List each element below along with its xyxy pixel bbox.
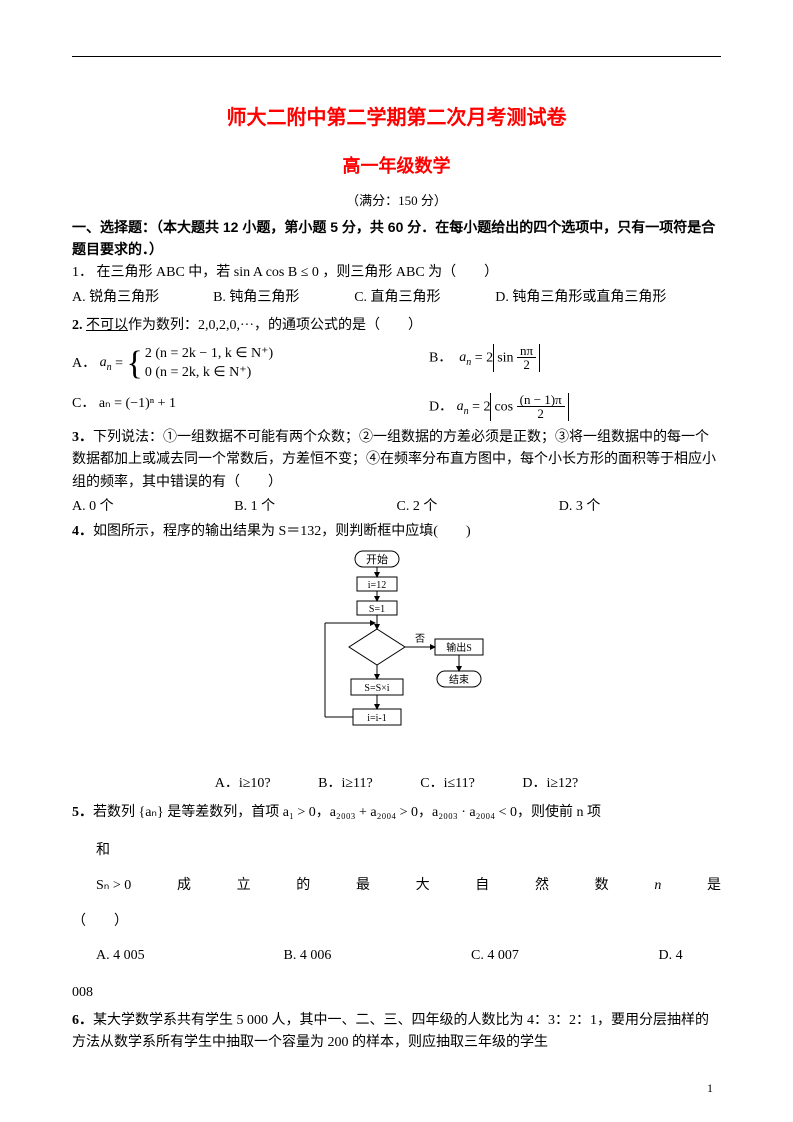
fc-init-i: i=12 [367,580,385,591]
q1-options: A. 锐角三角形 B. 钝角三角形 C. 直角三角形 D. 钝角三角形或直角三角… [72,287,721,309]
q2-opt-d: D． an = 2cos (n − 1)π2 [429,393,721,421]
q2d-func: cos [494,399,513,414]
q5-line4: （ ） [72,911,721,933]
q2-row1: A． an = { 2 (n = 2k − 1, k ∈ N⁺) 0 (n = … [72,344,721,383]
q5-r3-5: 大 [416,875,430,897]
q2a-p2: 0 (n = 2k, k ∈ N⁺) [145,365,251,380]
q2-opt-b: B． an = 2sin nπ2 [429,344,721,383]
q2-num: 2. [72,318,83,333]
q6-text: 某大学数学系共有学生 5 000 人，其中一、二、三、四年级的人数比为 4：3：… [72,1013,709,1050]
q1-num: 1． [72,265,93,280]
q2d-den: 2 [517,407,565,421]
q5-r3-1: 成 [177,875,191,897]
q5-r3-9: n [654,875,661,897]
section-1-heading: 一、选择题：（本大题共 12 小题，第小题 5 分，共 60 分．在每小题给出的… [72,216,721,261]
q5-r3-10: 是 [707,875,721,897]
top-rule [72,56,721,57]
q6-num: 6． [72,1013,93,1028]
q5-line3: Sₙ > 0 成 立 的 最 大 自 然 数 n 是 [72,875,721,897]
q2d-num: (n − 1)π [517,393,565,408]
q3-opt-d: D. 3 个 [559,496,721,518]
q4-options: A．i≥10? B．i≥11? C．i≤11? D．i≥12? [72,773,721,795]
fc-start: 开始 [366,552,388,566]
q2-opt-a: A． an = { 2 (n = 2k − 1, k ∈ N⁺) 0 (n = … [72,344,429,383]
q2a-p1: 2 (n = 2k − 1, k ∈ N⁺) [145,346,273,361]
q5-options: A. 4 005 B. 4 006 C. 4 007 D. 4 [72,945,721,967]
q1-formula: sin A cos B ≤ 0 [234,265,319,280]
q5-r3-3: 的 [296,875,310,897]
q4-num: 4． [72,524,93,539]
q5-r3-8: 数 [595,875,609,897]
q3: 3．下列说法：①一组数据不可能有两个众数；②一组数据的方差必须是正数；③将一组数… [72,427,721,494]
q1-opt-c: C. 直角三角形 [354,287,495,309]
q2-text: 作为数列：2,0,2,0,···，的通项公式的是（ ） [128,318,422,333]
q5-line1: 5．若数列 {aₙ} 是等差数列，首项 a₁ > 0，a₂₀₀₃ + a₂₀₀₄… [72,802,721,824]
fc-no: 否 [415,633,425,645]
q3-opt-a: A. 0 个 [72,496,234,518]
q2b-func: sin [497,350,513,365]
q3-num: 3． [72,430,93,445]
q3-text: 下列说法：①一组数据不可能有两个众数；②一组数据的方差必须是正数；③将一组数据中… [72,430,716,490]
q5-r3-4: 最 [356,875,370,897]
q3-opt-c: C. 2 个 [397,496,559,518]
q4-opt-b: B．i≥11? [318,773,373,795]
q4-opt-a: A．i≥10? [215,773,271,795]
fc-calc-i: i=i-1 [367,713,387,724]
q2b-num: nπ [517,344,536,359]
exam-subtitle: 高一年级数学 [72,152,721,181]
q2b-den: 2 [517,358,536,372]
q2b-label: B． [429,350,452,365]
fc-end: 结束 [449,673,469,686]
q4-opt-d: D．i≥12? [522,773,578,795]
q2-opt-c: C． aₙ = (−1)ⁿ + 1 [72,393,429,421]
q1: 1． 在三角形 ABC 中，若 sin A cos B ≤ 0 ，则三角形 AB… [72,262,721,284]
q5-r3-7: 然 [535,875,549,897]
q3-options: A. 0 个 B. 1 个 C. 2 个 D. 3 个 [72,496,721,518]
q2a-label: A． [72,355,96,370]
q6: 6．某大学数学系共有学生 5 000 人，其中一、二、三、四年级的人数比为 4：… [72,1010,721,1055]
fc-calc-s: S=S×i [364,683,389,694]
score-note: （满分：150 分） [72,191,721,212]
q5-r3-2: 立 [237,875,251,897]
q5-opt-c: C. 4 007 [471,945,659,967]
q5-num: 5． [72,805,93,820]
q1-text-a: 在三角形 ABC 中，若 [97,265,231,280]
q1-text-b: ，则三角形 ABC 为（ ） [322,265,498,280]
fc-out: 输出S [446,641,472,654]
q2c-label: C． [72,396,95,411]
q5-r3-6: 自 [475,875,489,897]
q1-opt-d: D. 钝角三角形或直角三角形 [495,287,721,309]
q5-r3-0: Sₙ > 0 [96,875,131,897]
q5-opt-d: D. 4 [659,945,722,967]
flowchart: 开始 i=12 S=1 否 输出S 结束 S=S×i i=i-1 [287,549,507,759]
q4: 4．如图所示，程序的输出结果为 S＝132，则判断框中应填( ) [72,521,721,543]
q1-opt-a: A. 锐角三角形 [72,287,213,309]
q4-opt-c: C．i≤11? [420,773,475,795]
flowchart-wrap: 开始 i=12 S=1 否 输出S 结束 S=S×i i=i-1 [72,549,721,767]
q3-opt-b: B. 1 个 [234,496,396,518]
exam-title: 师大二附中第二学期第二次月考测试卷 [72,102,721,134]
q2d-label: D． [429,399,453,414]
q2: 2. 不可以作为数列：2,0,2,0,···，的通项公式的是（ ） [72,315,721,337]
q5-line2: 和 [72,840,721,862]
q2-underline: 不可以 [86,318,128,333]
q2-row2: C． aₙ = (−1)ⁿ + 1 D． an = 2cos (n − 1)π2 [72,393,721,421]
page-number: 1 [707,1079,713,1098]
q5-opt-a: A. 4 005 [96,945,284,967]
q5-cont: 008 [72,982,721,1004]
q2c-formula: aₙ = (−1)ⁿ + 1 [99,396,176,411]
q1-opt-b: B. 钝角三角形 [213,287,354,309]
fc-init-s: S=1 [368,604,384,615]
q5-text-a: 若数列 {aₙ} 是等差数列，首项 a₁ > 0，a₂₀₀₃ + a₂₀₀₄ >… [93,805,601,820]
q5-opt-b: B. 4 006 [284,945,472,967]
q4-text: 如图所示，程序的输出结果为 S＝132，则判断框中应填( ) [93,524,471,539]
